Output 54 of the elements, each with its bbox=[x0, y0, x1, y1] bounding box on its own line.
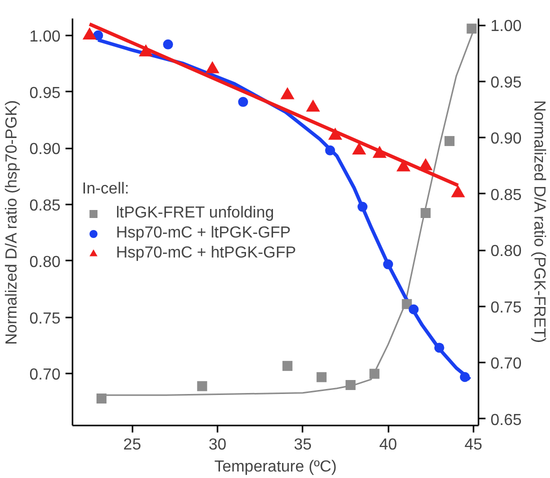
point bbox=[420, 208, 431, 218]
point bbox=[372, 146, 387, 158]
y2-tick-label: 0.90 bbox=[490, 130, 522, 148]
point bbox=[358, 202, 368, 212]
point bbox=[466, 24, 477, 34]
legend-label: Hsp70-mC + htPGK-GFP bbox=[116, 244, 296, 262]
y2-tick-label: 0.95 bbox=[490, 74, 522, 92]
point bbox=[383, 259, 394, 270]
point bbox=[82, 27, 97, 40]
point bbox=[451, 185, 466, 198]
point bbox=[402, 299, 412, 310]
y2-tick-label: 0.80 bbox=[490, 243, 522, 260]
point bbox=[197, 381, 208, 392]
y-tick-label: 0.80 bbox=[29, 254, 61, 271]
legend-label: Hsp70-mC + ltPGK-GFP bbox=[116, 224, 291, 242]
y2-tick-label: 1.00 bbox=[490, 18, 522, 36]
y-axis-title: Normalized D/A ratio (hsp70-PGK) bbox=[3, 100, 20, 345]
point bbox=[205, 61, 220, 74]
point bbox=[328, 128, 342, 140]
y-tick-label: 0.95 bbox=[29, 84, 61, 102]
y2-tick-label: 0.65 bbox=[490, 412, 522, 429]
point bbox=[408, 304, 419, 314]
point bbox=[96, 394, 106, 404]
y-tick-label: 0.70 bbox=[29, 366, 61, 384]
point bbox=[444, 136, 454, 146]
x-tick-label: 40 bbox=[379, 436, 398, 454]
point bbox=[369, 368, 380, 379]
point bbox=[418, 158, 433, 170]
legend-label: ltPGK-FRET unfolding bbox=[116, 204, 274, 222]
point bbox=[316, 372, 327, 382]
y2-tick-label: 0.70 bbox=[490, 356, 522, 373]
y2-axis-title: Normalized D/A ratio (PGK-FRET) bbox=[530, 100, 548, 343]
point bbox=[346, 380, 356, 390]
point bbox=[325, 145, 336, 156]
y-tick-label: 0.75 bbox=[29, 310, 61, 328]
x-tick-label: 35 bbox=[294, 436, 312, 454]
x-tick-label: 25 bbox=[123, 436, 142, 454]
point bbox=[396, 159, 410, 172]
x-axis-title: Temperature (ºC) bbox=[214, 458, 337, 476]
x-tick-label: 30 bbox=[208, 436, 226, 454]
x-tick-label: 45 bbox=[464, 436, 482, 454]
y2-tick-label: 0.85 bbox=[490, 186, 522, 204]
legend-title: In-cell: bbox=[82, 180, 130, 198]
point bbox=[282, 360, 292, 371]
y-tick-label: 1.00 bbox=[29, 28, 61, 46]
point bbox=[434, 342, 444, 353]
point bbox=[352, 142, 366, 154]
y2-tick-label: 0.75 bbox=[490, 299, 522, 316]
point bbox=[306, 99, 320, 112]
point bbox=[460, 372, 470, 382]
y-tick-label: 0.85 bbox=[29, 198, 61, 215]
point bbox=[138, 44, 153, 56]
y-tick-label: 0.90 bbox=[29, 141, 61, 158]
point bbox=[280, 87, 294, 100]
